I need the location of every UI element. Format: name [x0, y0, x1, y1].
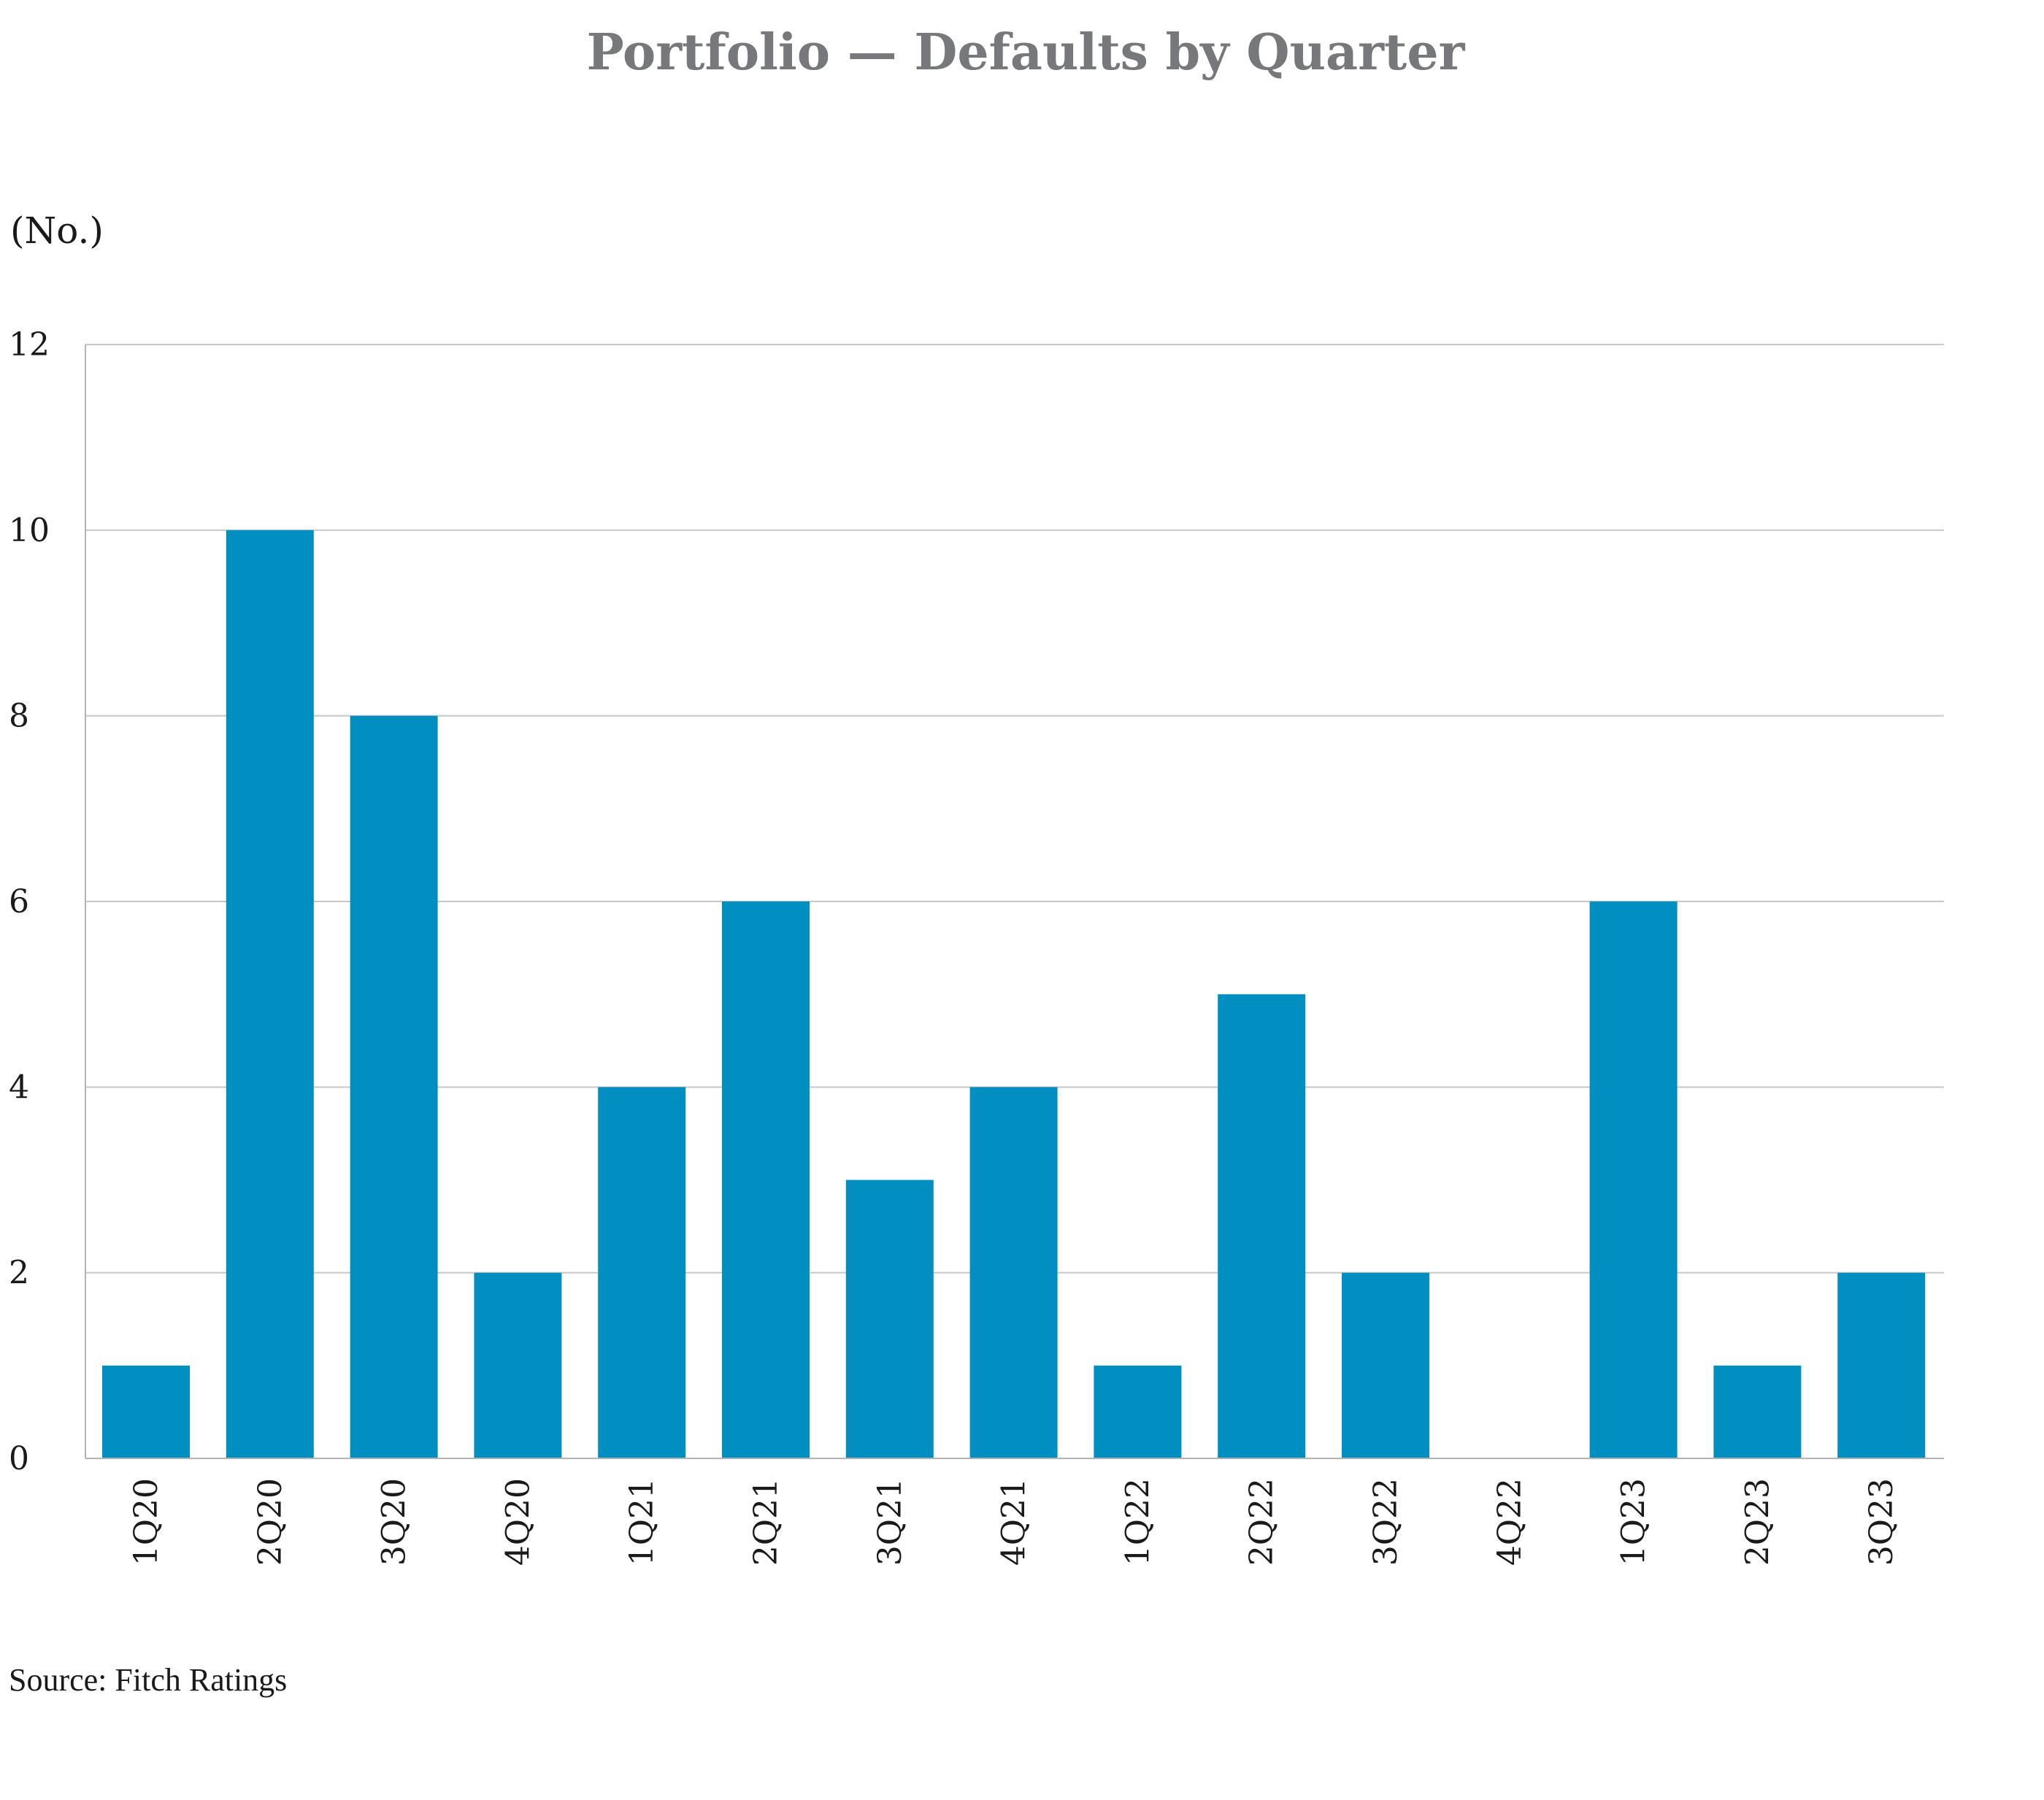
x-tick-label: 1Q21 [623, 1478, 661, 1566]
x-tick-label: 2Q21 [748, 1478, 785, 1566]
x-tick-label: 4Q20 [499, 1478, 537, 1566]
bar-2Q20 [226, 530, 314, 1459]
bars [102, 530, 1926, 1459]
x-tick-label: 3Q23 [1863, 1478, 1900, 1566]
bar-4Q20 [474, 1272, 562, 1458]
x-axis-ticks: 1Q20 2Q20 3Q20 4Q20 1Q21 2Q21 3Q21 4Q21 1Q22 2Q22… [128, 1478, 1900, 1566]
x-tick-label: 2Q22 [1243, 1478, 1280, 1566]
x-tick-label: 4Q22 [1491, 1478, 1529, 1566]
y-tick-label: 0 [9, 1440, 29, 1477]
bar-3Q21 [845, 1180, 934, 1458]
x-tick-label: 3Q22 [1367, 1478, 1405, 1566]
bar-1Q21 [598, 1087, 686, 1458]
bar-2Q22 [1218, 994, 1306, 1458]
y-tick-label: 4 [9, 1069, 29, 1106]
x-tick-label: 3Q21 [872, 1478, 909, 1566]
source-note: Source: Fitch Ratings [9, 1662, 287, 1698]
bar-1Q22 [1094, 1365, 1182, 1458]
bar-3Q20 [350, 715, 438, 1458]
bar-2Q21 [722, 901, 810, 1458]
x-tick-label: 2Q23 [1739, 1478, 1776, 1566]
y-tick-label: 6 [9, 883, 29, 920]
y-tick-label: 2 [9, 1255, 29, 1292]
y-unit-label: (No.) [10, 209, 104, 252]
y-tick-label: 12 [9, 326, 50, 364]
x-tick-label: 1Q23 [1615, 1478, 1653, 1566]
y-axis-ticks: 0 2 4 6 8 10 12 [9, 326, 50, 1477]
bar-4Q21 [969, 1087, 1058, 1458]
x-tick-label: 3Q20 [376, 1478, 413, 1566]
bar-1Q20 [102, 1365, 190, 1458]
y-tick-label: 10 [9, 512, 50, 549]
y-tick-label: 8 [9, 698, 29, 735]
bar-1Q23 [1589, 901, 1678, 1458]
x-tick-label: 1Q22 [1119, 1478, 1156, 1566]
bar-3Q22 [1342, 1272, 1429, 1458]
x-tick-label: 2Q20 [252, 1478, 289, 1566]
chart-title: Portfolio — Defaults by Quarter [587, 23, 1466, 82]
bar-3Q23 [1837, 1272, 1926, 1458]
bar-2Q23 [1713, 1365, 1802, 1458]
x-tick-label: 1Q20 [128, 1478, 165, 1566]
x-tick-label: 4Q21 [996, 1478, 1033, 1566]
